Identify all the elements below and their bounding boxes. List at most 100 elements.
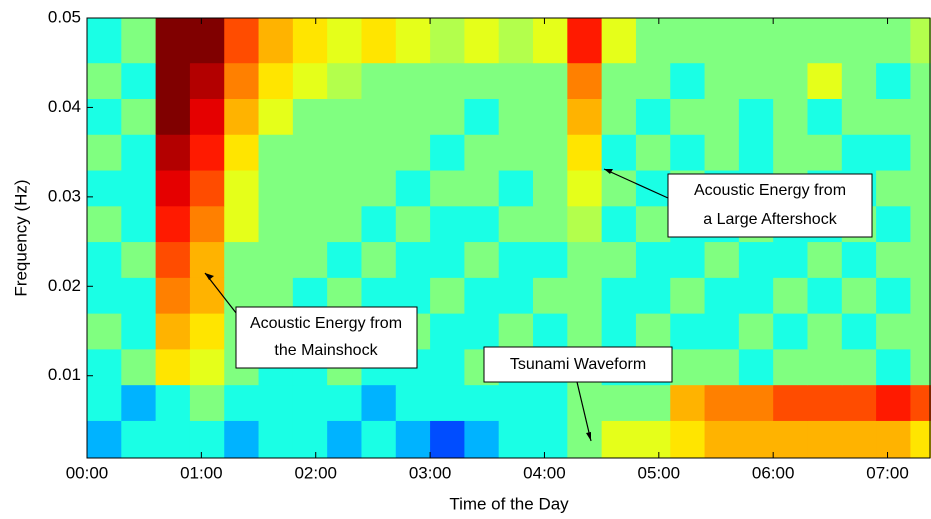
x-tick-label: 00:00 xyxy=(66,463,109,482)
heatmap-cell xyxy=(910,98,931,135)
heatmap-cell xyxy=(155,134,191,171)
heatmap-cell xyxy=(87,348,122,386)
heatmap-cell xyxy=(327,205,362,243)
heatmap-cell xyxy=(464,205,500,243)
heatmap-cell xyxy=(738,241,774,278)
heatmap-cell xyxy=(189,313,225,350)
heatmap-cell xyxy=(224,18,260,64)
heatmap-cell xyxy=(361,241,397,278)
heatmap-cell xyxy=(498,62,534,99)
annotation-text: the Mainshock xyxy=(274,342,378,359)
y-tick-label: 0.04 xyxy=(48,97,81,116)
heatmap-cell xyxy=(121,170,157,207)
heatmap-cell xyxy=(910,205,931,243)
heatmap-cell xyxy=(704,18,740,64)
annotation: Acoustic Energy from the Mainshock xyxy=(204,272,418,369)
heatmap-cell xyxy=(910,420,931,458)
y-tick-label: 0.03 xyxy=(48,186,81,205)
heatmap-cell xyxy=(155,241,191,278)
heatmap-cell xyxy=(533,62,568,99)
heatmap-cell xyxy=(292,170,328,207)
heatmap-cell xyxy=(121,62,157,99)
y-tick-label: 0.05 xyxy=(48,7,81,26)
heatmap-cell xyxy=(155,384,191,421)
heatmap-cell xyxy=(635,205,671,243)
heatmap-cell xyxy=(704,277,740,314)
heatmap-cell xyxy=(430,313,465,350)
heatmap-cell xyxy=(430,205,465,243)
annotation-text: Tsunami Waveform xyxy=(510,356,646,373)
heatmap-cell xyxy=(361,170,397,207)
heatmap-cell xyxy=(635,170,671,207)
heatmap-cell xyxy=(773,134,808,171)
heatmap-cell xyxy=(910,277,931,314)
annotation-box xyxy=(235,306,418,369)
heatmap-cell xyxy=(567,18,603,64)
heatmap-cell xyxy=(601,277,637,314)
heatmap-cell xyxy=(395,170,431,207)
heatmap-cell xyxy=(464,98,500,135)
y-tick-label: 0.02 xyxy=(48,276,81,295)
heatmap-cell xyxy=(87,18,122,64)
annotation-box xyxy=(483,346,673,383)
heatmap-cell xyxy=(704,62,740,99)
heatmap-cell xyxy=(670,313,706,350)
heatmap-cell xyxy=(361,205,397,243)
heatmap-cell xyxy=(910,18,931,64)
heatmap-cell xyxy=(464,420,500,458)
heatmap-cell xyxy=(121,384,157,421)
x-tick-label: 02:00 xyxy=(294,463,337,482)
arrow-head xyxy=(604,169,613,174)
heatmap-cell xyxy=(121,420,157,458)
y-tick-label: 0.01 xyxy=(48,365,81,384)
heatmap-cell xyxy=(601,98,637,135)
heatmap-cell xyxy=(258,241,294,278)
heatmap-cell xyxy=(910,348,931,386)
heatmap-cell xyxy=(910,134,931,171)
heatmap-cell xyxy=(121,241,157,278)
heatmap-cell xyxy=(738,98,774,135)
heatmap-cell xyxy=(155,18,191,64)
heatmap-cell xyxy=(704,98,740,135)
heatmap-cell xyxy=(773,313,808,350)
heatmap-cell xyxy=(738,348,774,386)
heatmap-cell xyxy=(567,277,603,314)
heatmap-cell xyxy=(87,420,122,458)
heatmap-cell xyxy=(533,98,568,135)
heatmap-cell xyxy=(498,18,534,64)
heatmap-cell xyxy=(189,277,225,314)
heatmap-cell xyxy=(155,170,191,207)
heatmap-cell xyxy=(567,62,603,99)
heatmap-cell xyxy=(601,241,637,278)
annotation-text: Acoustic Energy from xyxy=(250,315,402,332)
heatmap-cell xyxy=(670,62,706,99)
heatmap-cell xyxy=(841,420,877,458)
heatmap-cell xyxy=(327,98,362,135)
heatmap-cell xyxy=(876,205,911,243)
heatmap-cell xyxy=(395,241,431,278)
heatmap-cell xyxy=(704,134,740,171)
heatmap-cell xyxy=(464,241,500,278)
heatmap-cell xyxy=(773,241,808,278)
x-axis-label: Time of the Day xyxy=(449,494,569,513)
heatmap-cell xyxy=(841,134,877,171)
heatmap-cell xyxy=(430,384,465,421)
heatmap-cell xyxy=(773,18,808,64)
heatmap-cell xyxy=(224,384,260,421)
axes: 00:00 01:00 02:00 03:00 04:00 05:00 06:00 07:00… xyxy=(48,7,909,482)
annotation-text: a Large Aftershock xyxy=(703,211,837,228)
heatmap-cell xyxy=(670,348,706,386)
heatmap-cell xyxy=(533,134,568,171)
heatmap-cell xyxy=(704,384,740,421)
heatmap-cell xyxy=(430,170,465,207)
heatmap-cell xyxy=(807,420,843,458)
heatmap-cell xyxy=(841,277,877,314)
heatmap-cell xyxy=(807,277,843,314)
heatmap xyxy=(87,18,931,458)
heatmap-cell xyxy=(601,313,637,350)
heatmap-cell xyxy=(635,241,671,278)
heatmap-cell xyxy=(841,98,877,135)
heatmap-cell xyxy=(807,241,843,278)
heatmap-cell xyxy=(189,18,225,64)
heatmap-cell xyxy=(189,205,225,243)
